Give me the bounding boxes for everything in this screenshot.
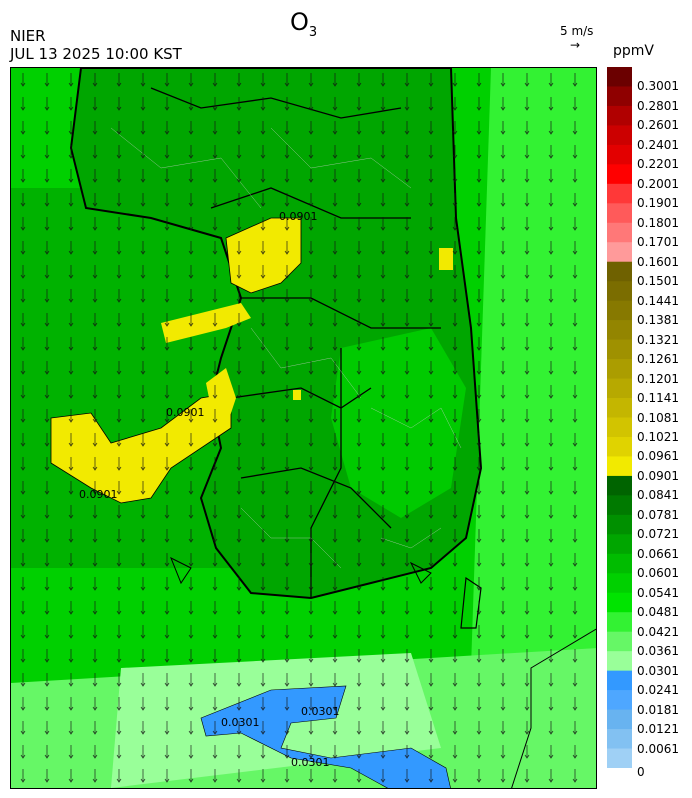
unit-label: ppmV <box>613 43 654 59</box>
legend-swatch <box>607 300 632 321</box>
legend-swatch <box>607 125 632 146</box>
legend-label: 0.2801 <box>637 98 679 113</box>
legend-label: 0.3001 <box>637 79 679 94</box>
legend-label: 0.1441 <box>637 293 679 308</box>
legend-label: 0.1381 <box>637 313 679 328</box>
legend-swatch <box>607 359 632 380</box>
legend-swatch <box>607 709 632 730</box>
contour-label: 0.0901 <box>279 210 318 223</box>
legend-swatch <box>607 690 632 711</box>
legend-label: 0.2601 <box>637 118 679 133</box>
contour-labels: 0.0901 0.0901 0.0901 0.0301 0.0301 0.030… <box>79 210 340 769</box>
contour-label: 0.0901 <box>166 406 205 419</box>
legend-svg <box>607 67 632 769</box>
legend-swatch <box>607 320 632 341</box>
legend-swatch <box>607 183 632 204</box>
contour-label: 0.0301 <box>291 756 330 769</box>
legend-label: 0 <box>637 765 645 779</box>
legend-swatch <box>607 105 632 126</box>
legend-swatch <box>607 203 632 224</box>
legend-label: 0.2001 <box>637 176 679 191</box>
legend-label: 0.0841 <box>637 488 679 503</box>
legend-swatch <box>607 144 632 165</box>
agency-label: NIER <box>10 27 46 45</box>
legend-label: 0.0901 <box>637 468 679 483</box>
legend-swatch <box>607 553 632 574</box>
legend-label: 0.1601 <box>637 254 679 269</box>
legend-label: 0.0721 <box>637 527 679 542</box>
legend-label: 0.0181 <box>637 702 679 717</box>
timestamp-label: JUL 13 2025 10:00 KST <box>10 45 182 63</box>
legend-swatch <box>607 495 632 516</box>
legend-swatch <box>607 339 632 360</box>
legend-swatch <box>607 612 632 633</box>
legend-swatch <box>607 475 632 496</box>
wind-reference-label: 5 m/s <box>560 24 594 38</box>
legend-swatch <box>607 436 632 457</box>
legend-swatch <box>607 398 632 418</box>
color-legend-labels: 0.3001 0.2801 0.2601 0.2401 0.2201 0.2001 0.19… <box>637 67 692 779</box>
map-svg: 0.0901 0.0901 0.0901 0.0301 0.0301 0.030… <box>11 68 596 788</box>
contour-label: 0.0301 <box>301 705 340 718</box>
legend-label: 0.1701 <box>637 235 679 250</box>
legend-swatch <box>607 651 632 672</box>
contour-label: 0.0901 <box>79 488 118 501</box>
legend-swatch <box>607 573 632 594</box>
legend-swatch <box>607 222 632 243</box>
legend-swatch <box>607 456 632 477</box>
legend-label: 0.1901 <box>637 196 679 211</box>
legend-swatch <box>607 281 632 302</box>
legend-swatch <box>607 378 632 399</box>
legend-label: 0.0961 <box>637 449 679 464</box>
legend-label: 0.0061 <box>637 741 679 756</box>
legend-swatch <box>607 592 632 613</box>
legend-swatch <box>607 86 632 107</box>
legend-label: 0.2201 <box>637 157 679 172</box>
legend-label: 0.0301 <box>637 663 679 678</box>
legend-label: 0.2401 <box>637 137 679 152</box>
legend-label: 0.1021 <box>637 429 679 444</box>
legend-label: 0.0121 <box>637 722 679 737</box>
legend-swatch <box>607 67 632 87</box>
wind-reference-arrow-icon: → <box>570 38 581 52</box>
ozone-map[interactable]: 0.0901 0.0901 0.0901 0.0301 0.0301 0.030… <box>10 67 597 789</box>
legend-swatch <box>607 534 632 555</box>
legend-label: 0.1501 <box>637 274 679 289</box>
chart-title: O3 <box>290 8 318 40</box>
wind-vector-field <box>11 68 596 788</box>
legend-swatch <box>607 514 632 535</box>
legend-swatch <box>607 748 632 769</box>
legend-label: 0.1081 <box>637 410 679 425</box>
legend-label: 0.0361 <box>637 644 679 659</box>
legend-label: 0.0661 <box>637 546 679 561</box>
legend-swatch <box>607 261 632 282</box>
legend-label: 0.1321 <box>637 332 679 347</box>
legend-label: 0.0241 <box>637 683 679 698</box>
legend-swatch <box>607 729 632 750</box>
legend-swatch <box>607 670 632 691</box>
legend-swatch <box>607 417 632 438</box>
color-legend-bar <box>607 67 632 769</box>
legend-swatch <box>607 631 632 652</box>
legend-swatch <box>607 242 632 263</box>
legend-label: 0.0781 <box>637 507 679 522</box>
legend-label: 0.0481 <box>637 605 679 620</box>
legend-label: 0.1261 <box>637 352 679 367</box>
legend-label: 0.0421 <box>637 624 679 639</box>
contour-label: 0.0301 <box>221 716 260 729</box>
legend-label: 0.0541 <box>637 585 679 600</box>
legend-swatch <box>607 164 632 185</box>
legend-label: 0.1201 <box>637 371 679 386</box>
legend-label: 0.1141 <box>637 391 679 406</box>
legend-label: 0.0601 <box>637 566 679 581</box>
legend-label: 0.1801 <box>637 215 679 230</box>
